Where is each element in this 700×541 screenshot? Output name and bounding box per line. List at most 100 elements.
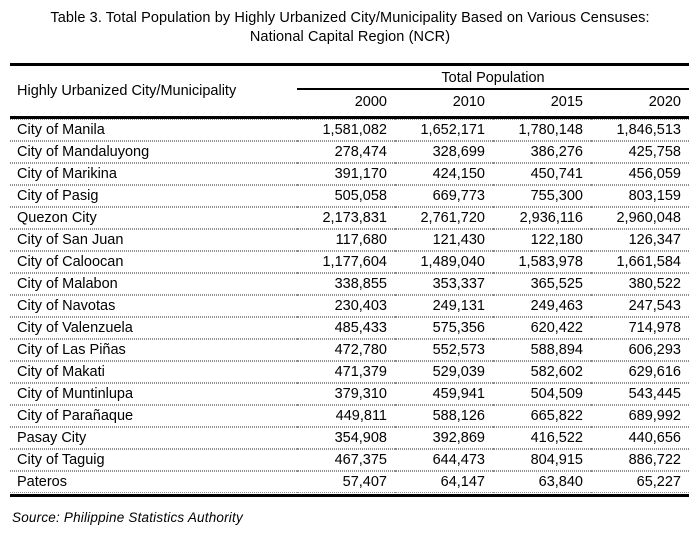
table-row: Quezon City 2,173,831 2,761,720 2,936,116 2,… — [10, 207, 689, 229]
city-name-cell: City of Mandaluyong — [10, 141, 297, 163]
city-name-cell: City of Pasig — [10, 185, 297, 207]
population-value-cell: 644,473 — [395, 449, 493, 471]
population-value-cell: 505,058 — [297, 185, 395, 207]
population-value-cell: 582,602 — [493, 361, 591, 383]
population-value-cell: 472,780 — [297, 339, 395, 361]
population-value-cell: 440,656 — [591, 427, 689, 449]
city-name-cell: City of Navotas — [10, 295, 297, 317]
population-value-cell: 620,422 — [493, 317, 591, 339]
population-value-cell: 714,978 — [591, 317, 689, 339]
table-row: City of Manila 1,581,082 1,652,171 1,780,14… — [10, 119, 689, 141]
table-row: City of Makati 471,379 529,039 582,602 629,6… — [10, 361, 689, 383]
population-value-cell: 803,159 — [591, 185, 689, 207]
population-value-cell: 425,758 — [591, 141, 689, 163]
column-header-2000: 2000 — [297, 90, 395, 119]
city-name-cell: City of Valenzuela — [10, 317, 297, 339]
population-value-cell: 63,840 — [493, 471, 591, 493]
year-header-row: 2000 2010 2015 2020 — [10, 90, 689, 119]
population-value-cell: 64,147 — [395, 471, 493, 493]
population-value-cell: 121,430 — [395, 229, 493, 251]
population-value-cell: 588,126 — [395, 405, 493, 427]
population-value-cell: 588,894 — [493, 339, 591, 361]
city-name-cell: Pasay City — [10, 427, 297, 449]
population-value-cell: 467,375 — [297, 449, 395, 471]
city-name-cell: City of Malabon — [10, 273, 297, 295]
population-value-cell: 117,680 — [297, 229, 395, 251]
population-value-cell: 57,407 — [297, 471, 395, 493]
population-value-cell: 392,869 — [395, 427, 493, 449]
population-value-cell: 122,180 — [493, 229, 591, 251]
population-value-cell: 456,059 — [591, 163, 689, 185]
population-value-cell: 552,573 — [395, 339, 493, 361]
population-value-cell: 471,379 — [297, 361, 395, 383]
population-value-cell: 1,780,148 — [493, 119, 591, 141]
population-value-cell: 424,150 — [395, 163, 493, 185]
population-value-cell: 416,522 — [493, 427, 591, 449]
population-value-cell: 65,227 — [591, 471, 689, 493]
table-row: City of Parañaque 449,811 588,126 665,822 68… — [10, 405, 689, 427]
table-row: City of Mandaluyong 278,474 328,699 386,276… — [10, 141, 689, 163]
city-name-cell: City of Parañaque — [10, 405, 297, 427]
population-value-cell: 386,276 — [493, 141, 591, 163]
group-header-row: Highly Urbanized City/Municipality Total… — [10, 66, 689, 119]
population-value-cell: 365,525 — [493, 273, 591, 295]
city-name-cell: City of Muntinlupa — [10, 383, 297, 405]
table-body: City of Manila 1,581,082 1,652,171 1,780,14… — [10, 119, 689, 493]
population-value-cell: 804,915 — [493, 449, 591, 471]
population-value-cell: 2,936,116 — [493, 207, 591, 229]
population-value-cell: 1,581,082 — [297, 119, 395, 141]
city-name-cell: City of Las Piñas — [10, 339, 297, 361]
table-row: City of Pasig 505,058 669,773 755,300 803,15… — [10, 185, 689, 207]
table-row: City of Las Piñas 472,780 552,573 588,894 60… — [10, 339, 689, 361]
table-title: Table 3. Total Population by Highly Urba… — [50, 10, 650, 45]
table-row: City of Marikina 391,170 424,150 450,741 456… — [10, 163, 689, 185]
population-value-cell: 1,177,604 — [297, 251, 395, 273]
population-value-cell: 338,855 — [297, 273, 395, 295]
source-note: Source: Philippine Statistics Authority — [12, 510, 243, 525]
city-name-cell: City of Caloocan — [10, 251, 297, 273]
population-value-cell: 755,300 — [493, 185, 591, 207]
population-value-cell: 665,822 — [493, 405, 591, 427]
column-header-city-municipality: Highly Urbanized City/Municipality — [10, 66, 297, 119]
city-name-cell: City of San Juan — [10, 229, 297, 251]
city-name-cell: Pateros — [10, 471, 297, 493]
table-row: City of Navotas 230,403 249,131 249,463 247,… — [10, 295, 689, 317]
city-name-cell: City of Makati — [10, 361, 297, 383]
population-value-cell: 380,522 — [591, 273, 689, 295]
population-value-cell: 2,761,720 — [395, 207, 493, 229]
population-table: Highly Urbanized City/Municipality Total… — [10, 63, 689, 493]
city-name-cell: Quezon City — [10, 207, 297, 229]
table-bottom-rule — [10, 494, 689, 497]
population-value-cell: 575,356 — [395, 317, 493, 339]
population-value-cell: 278,474 — [297, 141, 395, 163]
population-value-cell: 543,445 — [591, 383, 689, 405]
population-value-cell: 689,992 — [591, 405, 689, 427]
population-value-cell: 504,509 — [493, 383, 591, 405]
table-row: Pasay City 354,908 392,869 416,522 440,656 — [10, 427, 689, 449]
column-header-2010: 2010 — [395, 90, 493, 119]
population-value-cell: 1,652,171 — [395, 119, 493, 141]
population-value-cell: 449,811 — [297, 405, 395, 427]
population-value-cell: 485,433 — [297, 317, 395, 339]
city-name-cell: City of Manila — [10, 119, 297, 141]
table-row: Pateros 57,407 64,147 63,840 65,227 — [10, 471, 689, 493]
population-value-cell: 1,489,040 — [395, 251, 493, 273]
column-group-header-total-population: Total Population — [297, 66, 689, 90]
table-row: City of Caloocan 1,177,604 1,489,040 1,583,… — [10, 251, 689, 273]
population-value-cell: 353,337 — [395, 273, 493, 295]
population-value-cell: 1,846,513 — [591, 119, 689, 141]
city-name-cell: City of Taguig — [10, 449, 297, 471]
column-header-2015: 2015 — [493, 90, 591, 119]
city-name-cell: City of Marikina — [10, 163, 297, 185]
population-value-cell: 2,960,048 — [591, 207, 689, 229]
table-row: City of Taguig 467,375 644,473 804,915 886,7… — [10, 449, 689, 471]
table-header: Highly Urbanized City/Municipality Total… — [10, 66, 689, 119]
population-value-cell: 629,616 — [591, 361, 689, 383]
population-value-cell: 379,310 — [297, 383, 395, 405]
population-value-cell: 459,941 — [395, 383, 493, 405]
table-row: City of Malabon 338,855 353,337 365,525 380,… — [10, 273, 689, 295]
column-header-2020: 2020 — [591, 90, 689, 119]
table-row: City of Valenzuela 485,433 575,356 620,422 7… — [10, 317, 689, 339]
population-value-cell: 529,039 — [395, 361, 493, 383]
population-value-cell: 1,661,584 — [591, 251, 689, 273]
